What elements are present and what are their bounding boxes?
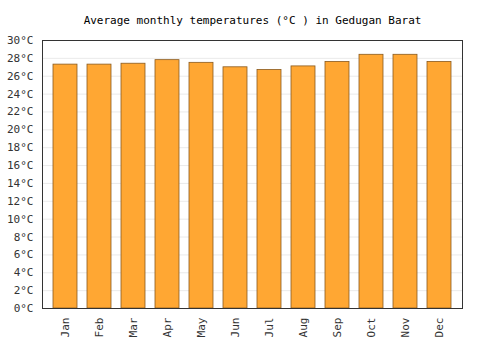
svg-text:20°C: 20°C [7, 123, 34, 136]
svg-text:10°C: 10°C [7, 213, 34, 226]
svg-text:Jan: Jan [59, 318, 72, 338]
svg-text:Jul: Jul [263, 318, 276, 338]
svg-text:16°C: 16°C [7, 159, 34, 172]
svg-text:12°C: 12°C [7, 195, 34, 208]
svg-text:24°C: 24°C [7, 88, 34, 101]
svg-text:Aug: Aug [297, 318, 310, 338]
svg-text:Nov: Nov [399, 317, 412, 337]
svg-text:May: May [195, 317, 208, 337]
svg-text:26°C: 26°C [7, 70, 34, 83]
svg-text:Mar: Mar [127, 317, 140, 337]
svg-text:Dec: Dec [433, 318, 446, 338]
svg-text:14°C: 14°C [7, 177, 34, 190]
svg-text:Oct: Oct [365, 318, 378, 338]
svg-text:Jun: Jun [229, 318, 242, 338]
svg-text:6°C: 6°C [14, 248, 34, 261]
svg-text:18°C: 18°C [7, 141, 34, 154]
svg-text:30°C: 30°C [7, 34, 34, 47]
svg-text:8°C: 8°C [14, 231, 34, 244]
svg-text:Feb: Feb [93, 318, 106, 338]
svg-text:4°C: 4°C [14, 266, 34, 279]
svg-text:Apr: Apr [161, 317, 174, 337]
svg-text:Sep: Sep [331, 318, 344, 338]
svg-text:2°C: 2°C [14, 284, 34, 297]
svg-text:Average monthly temperatures (: Average monthly temperatures (°C ) in Ge… [84, 14, 422, 27]
svg-text:22°C: 22°C [7, 105, 34, 118]
svg-text:0°C: 0°C [14, 302, 34, 315]
svg-text:28°C: 28°C [7, 52, 34, 65]
